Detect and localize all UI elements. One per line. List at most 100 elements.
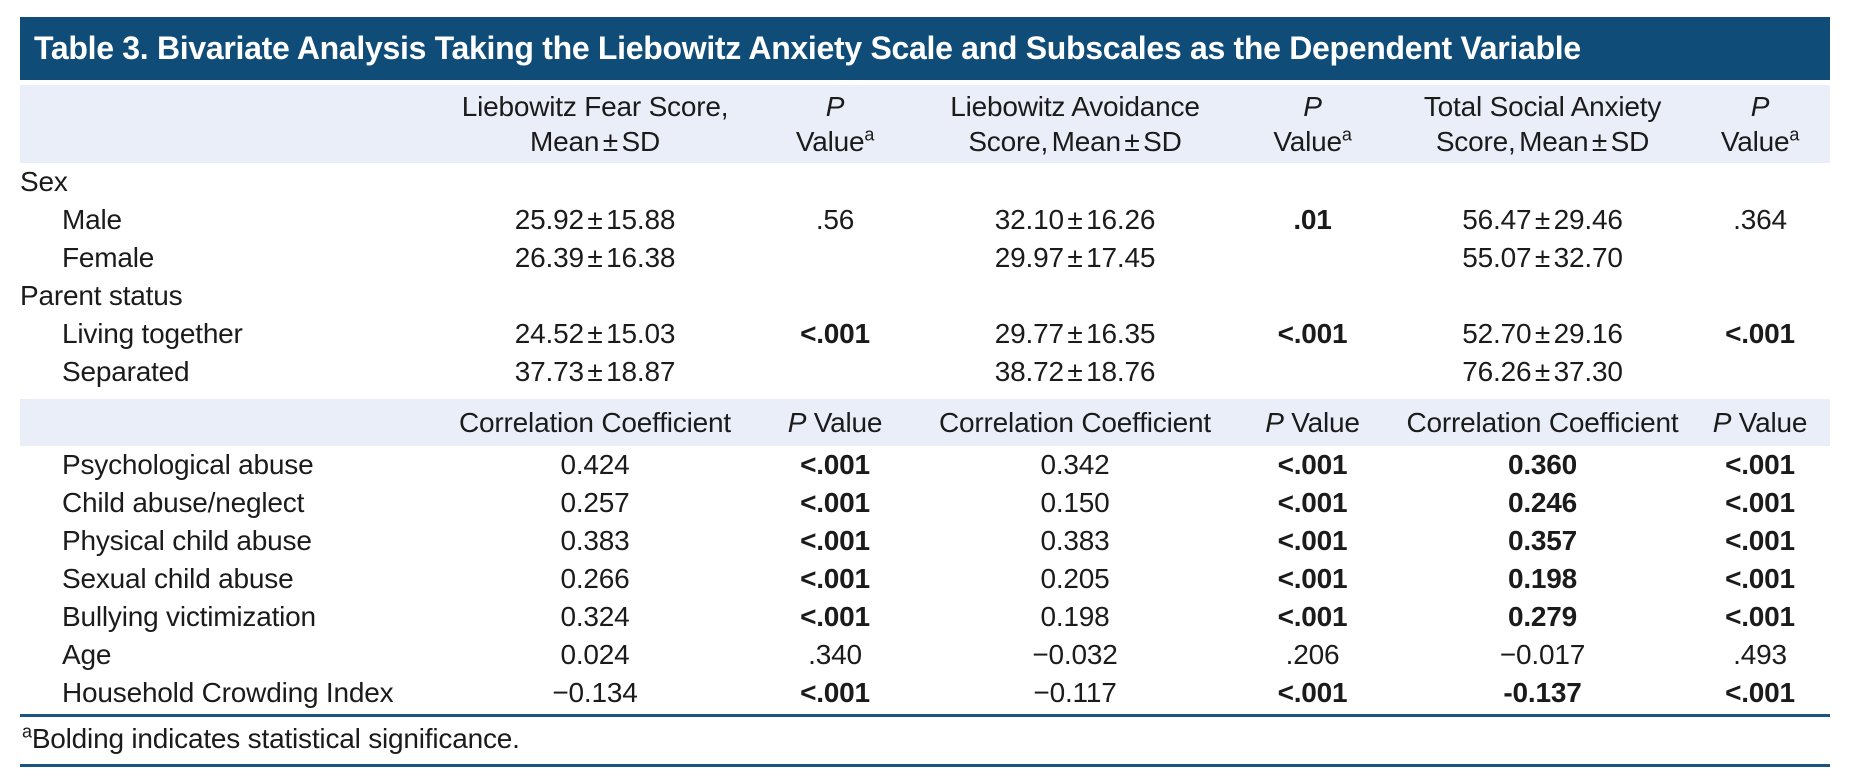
header-p-value-label: Valuea (750, 124, 920, 159)
header-p-value-avoidance: P Valuea (1230, 85, 1395, 163)
header-fear-line1: Liebowitz Fear Score, (461, 91, 729, 122)
row-household-crowding-index: Household Crowding Index −0.134 <.001 −0… (20, 674, 1830, 712)
cell-avoidance-p: .206 (1285, 639, 1340, 670)
cell-avoidance-corr: −0.032 (1032, 639, 1118, 670)
row-female: Female 26.39 ± 16.38 29.97 ± 17.45 55.07… (20, 239, 1830, 277)
cell-total-p: <.001 (1725, 677, 1795, 708)
p-value-word: Value (1291, 407, 1360, 438)
header-p-value-fear: P Valuea (750, 85, 920, 163)
header-p-value-corr-total: P Value (1690, 399, 1830, 446)
cell-fear-p: <.001 (800, 677, 870, 708)
p-value-word: Value (1720, 126, 1790, 157)
cell-fear-mean: 25.92 ± 15.88 (514, 204, 676, 235)
cell-avoidance-p: <.001 (1277, 449, 1348, 480)
cell-avoidance-p: <.001 (1277, 318, 1348, 349)
cell-total-mean: 55.07 ± 32.70 (1462, 242, 1623, 273)
row-physical-child-abuse: Physical child abuse 0.383 <.001 0.383 <… (20, 522, 1830, 560)
row-label: Household Crowding Index (62, 677, 394, 708)
cell-fear-mean: 26.39 ± 16.38 (514, 242, 676, 273)
row-bullying-victimization: Bullying victimization 0.324 <.001 0.198… (20, 598, 1830, 636)
cell-avoidance-corr: 0.383 (1040, 525, 1110, 556)
row-label: Bullying victimization (62, 601, 316, 632)
cell-avoidance-p (1230, 239, 1395, 277)
band-spacer (20, 391, 1830, 399)
cell-fear-p: <.001 (800, 601, 870, 632)
row-male: Male 25.92 ± 15.88 .56 32.10 ± 16.26 .01… (20, 201, 1830, 239)
cell-total-p: <.001 (1725, 318, 1795, 349)
cell-total-p: <.001 (1725, 449, 1795, 480)
header-fear-line2: Mean ± SD (529, 126, 661, 157)
row-living-together: Living together 24.52 ± 15.03 <.001 29.7… (20, 315, 1830, 353)
cell-avoidance-corr: 0.150 (1040, 487, 1110, 518)
footnote-marker-a: a (1789, 124, 1800, 145)
cell-total-p (1690, 239, 1830, 277)
header-total-line1: Total Social Anxiety (1423, 91, 1662, 122)
cell-fear-corr: 0.424 (560, 449, 630, 480)
group-label: Parent status (20, 280, 183, 311)
row-separated: Separated 37.73 ± 18.87 38.72 ± 18.76 76… (20, 353, 1830, 391)
cell-fear-p: <.001 (800, 487, 870, 518)
cell-total-p: <.001 (1725, 601, 1795, 632)
p-value-word: Value (1738, 407, 1808, 438)
cell-total-corr: −0.017 (1499, 639, 1586, 670)
row-child-abuse-neglect: Child abuse/neglect 0.257 <.001 0.150 <.… (20, 484, 1830, 522)
cell-avoidance-corr: −0.117 (1033, 677, 1117, 708)
cell-total-corr: -0.137 (1503, 677, 1582, 708)
cell-fear-corr: 0.024 (560, 639, 630, 670)
cell-fear-corr: 0.383 (560, 525, 630, 556)
row-label: Child abuse/neglect (62, 487, 305, 518)
header-fear-score: Liebowitz Fear Score, Mean ± SD (440, 85, 750, 163)
group-row-parent-status: Parent status (20, 277, 1830, 315)
header-p-symbol: P (1750, 91, 1770, 122)
footnote: aBolding indicates statistical significa… (20, 714, 1830, 767)
row-psychological-abuse: Psychological abuse 0.424 <.001 0.342 <.… (20, 446, 1830, 484)
cell-fear-p (750, 353, 920, 391)
cell-avoidance-p (1230, 353, 1395, 391)
data-table: Liebowitz Fear Score, Mean ± SD P Valuea… (20, 85, 1830, 712)
cell-fear-p: .340 (808, 639, 862, 670)
header-avoidance-line1: Liebowitz Avoidance (950, 91, 1200, 122)
cell-total-corr: 0.246 (1507, 487, 1578, 518)
cell-fear-corr: −0.134 (552, 677, 638, 708)
cell-fear-p: <.001 (800, 525, 870, 556)
header-p-value-corr-avoidance: P Value (1230, 399, 1395, 446)
header-correlation-avoidance: Correlation Coefficient (920, 399, 1230, 446)
cell-avoidance-mean: 29.97 ± 17.45 (994, 242, 1156, 273)
cell-fear-p: .56 (815, 204, 855, 235)
row-label: Female (62, 242, 155, 273)
header-p-symbol: P (825, 91, 845, 122)
column-header-row: Liebowitz Fear Score, Mean ± SD P Valuea… (20, 85, 1830, 163)
header-p-symbol: P (1265, 407, 1284, 438)
cell-fear-p (750, 239, 920, 277)
cell-avoidance-p: .01 (1293, 204, 1332, 235)
row-sexual-child-abuse: Sexual child abuse 0.266 <.001 0.205 <.0… (20, 560, 1830, 598)
group-label: Sex (20, 166, 68, 197)
header-avoidance-line2: Score, Mean ± SD (968, 126, 1182, 157)
cell-total-corr: 0.198 (1507, 563, 1578, 594)
header-p-symbol: P (787, 407, 807, 438)
row-label: Male (62, 204, 122, 235)
header-correlation-fear: Correlation Coefficient (440, 399, 750, 446)
cell-total-corr: 0.357 (1507, 525, 1578, 556)
row-label: Physical child abuse (62, 525, 312, 556)
cell-total-mean: 52.70 ± 29.16 (1462, 318, 1623, 349)
cell-fear-mean: 24.52 ± 15.03 (514, 318, 676, 349)
header-p-symbol: P (1712, 407, 1732, 438)
header-empty (20, 399, 440, 446)
cell-avoidance-p: <.001 (1277, 563, 1348, 594)
cell-fear-corr: 0.324 (560, 601, 630, 632)
header-p-value-label: Valuea (1690, 124, 1830, 159)
row-label: Age (62, 639, 112, 670)
cell-total-corr: 0.279 (1507, 601, 1578, 632)
cell-total-p: .493 (1733, 639, 1787, 670)
header-p-value-label: Valuea (1230, 124, 1395, 159)
header-total-line2: Score, Mean ± SD (1435, 126, 1650, 157)
cell-avoidance-corr: 0.198 (1040, 601, 1110, 632)
cell-avoidance-mean: 38.72 ± 18.76 (994, 356, 1156, 387)
table-title-bar: Table 3. Bivariate Analysis Taking the L… (20, 17, 1830, 80)
cell-total-p: .364 (1733, 204, 1787, 235)
header-p-value-total: P Valuea (1690, 85, 1830, 163)
row-label: Psychological abuse (62, 449, 314, 480)
cell-fear-p: <.001 (800, 318, 870, 349)
